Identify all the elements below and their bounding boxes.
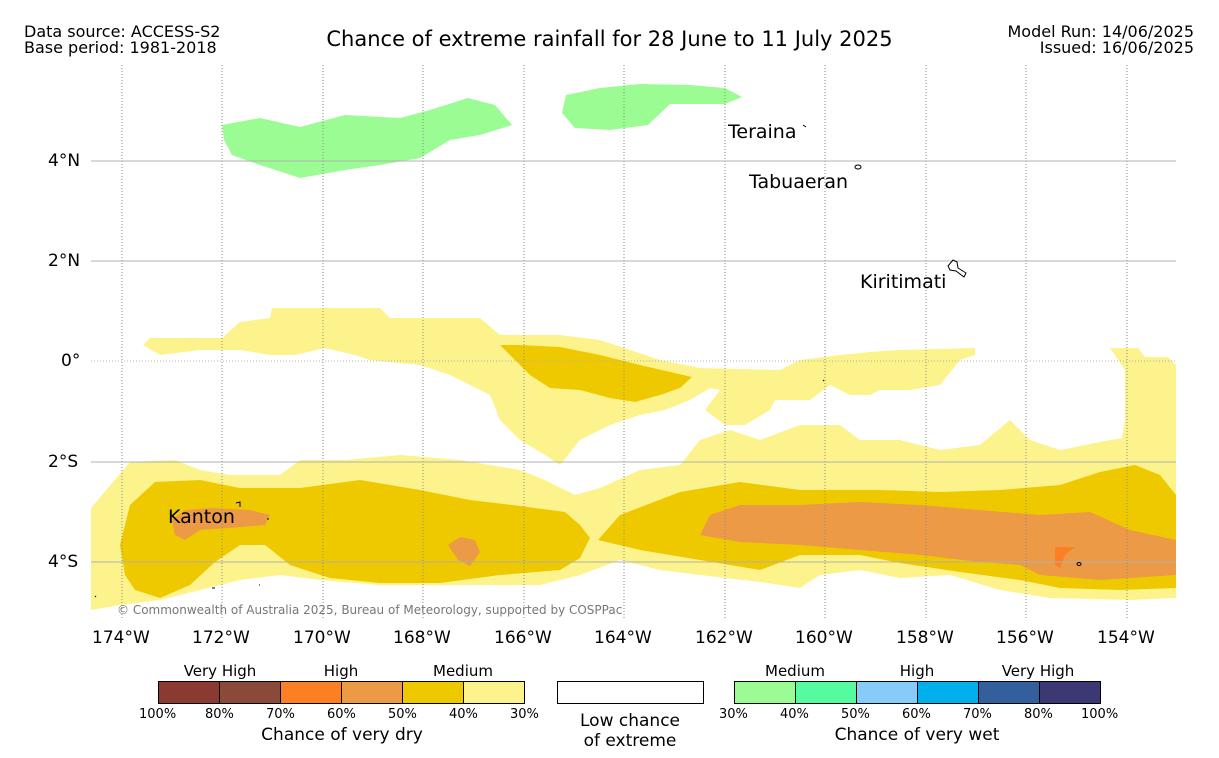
place-label-kanton: Kanton bbox=[168, 506, 235, 528]
legend-dry-group-label: High bbox=[323, 662, 359, 680]
legend-dry-swatch bbox=[280, 681, 342, 704]
legend-dry-group-label: Very High bbox=[183, 662, 257, 680]
legend-wet-pct-label: 40% bbox=[780, 707, 809, 722]
legend-wet-swatch bbox=[795, 681, 857, 704]
legend-dry-pct-label: 30% bbox=[510, 707, 539, 722]
lon-tick-label: 160°W bbox=[795, 628, 853, 648]
place-label-teraina: Teraina bbox=[728, 121, 797, 143]
dry-medium-light-region-east bbox=[1110, 348, 1176, 450]
legend-dry-pct-label: 50% bbox=[388, 707, 417, 722]
copyright-notice: © Commonwealth of Australia 2025, Bureau… bbox=[117, 603, 623, 617]
lat-tick-label: 2°N bbox=[48, 251, 81, 271]
legend-wet-group-label: High bbox=[899, 662, 935, 680]
lon-tick-label: 154°W bbox=[1097, 628, 1155, 648]
lon-tick-label: 164°W bbox=[594, 628, 652, 648]
base-period-text: Base period: 1981-2018 bbox=[24, 38, 217, 57]
legend-wet-group-label: Medium bbox=[765, 662, 825, 680]
lon-tick-label: 166°W bbox=[494, 628, 552, 648]
lon-tick-label: 172°W bbox=[192, 628, 250, 648]
lon-tick-label: 174°W bbox=[92, 628, 150, 648]
legend-wet-swatch bbox=[856, 681, 918, 704]
dry-high-region-mid bbox=[448, 537, 480, 566]
legend-wet-pct-label: 70% bbox=[963, 707, 992, 722]
latitude-gridlines bbox=[91, 160, 1176, 563]
legend-low-chance-line2: of extreme bbox=[583, 731, 677, 751]
legend-dry-pct-label: 80% bbox=[205, 707, 234, 722]
longitude-gridlines bbox=[121, 65, 1128, 618]
legend-dry-pct-label: 70% bbox=[266, 707, 295, 722]
legend-wet-swatch bbox=[734, 681, 796, 704]
legend-dry-swatch bbox=[341, 681, 403, 704]
legend-dry-group-label: Medium bbox=[433, 662, 493, 680]
header-left: Data source: ACCESS-S2 Base period: 1981… bbox=[24, 24, 220, 56]
legend-wet-swatch bbox=[917, 681, 979, 704]
lat-tick-label: 2°S bbox=[48, 452, 79, 472]
dry-medium-region-equator bbox=[500, 345, 692, 402]
dry-high-region-kanton bbox=[172, 508, 270, 540]
lon-tick-label: 158°W bbox=[896, 628, 954, 648]
wet-medium-region-east bbox=[562, 84, 742, 130]
lon-tick-label: 162°W bbox=[695, 628, 753, 648]
kanton-island-outline bbox=[235, 501, 241, 507]
legend-wet-pct-label: 60% bbox=[902, 707, 931, 722]
legend-wet-swatch bbox=[978, 681, 1040, 704]
legend-low-chance-line1: Low chance bbox=[580, 711, 680, 731]
dry-very-high-spot bbox=[1055, 547, 1075, 568]
legend-wet-swatch bbox=[1039, 681, 1101, 704]
tabuaeran-island-outline bbox=[854, 164, 862, 170]
map-title: Chance of extreme rainfall for 28 June t… bbox=[326, 27, 893, 51]
small-island-mark bbox=[94, 379, 825, 598]
legend-dry-title: Chance of very dry bbox=[261, 725, 423, 745]
island-outlines bbox=[94, 124, 1082, 598]
legend-wet-pct-label: 50% bbox=[841, 707, 870, 722]
legend-dry-swatch bbox=[402, 681, 464, 704]
legend-wet-colorbar bbox=[734, 681, 1101, 704]
legend-low-chance-box bbox=[557, 681, 704, 704]
wet-medium-region-west bbox=[222, 98, 512, 178]
legend-wet-group-label: Very High bbox=[1001, 662, 1075, 680]
legend-dry-pct-label: 40% bbox=[449, 707, 478, 722]
model-run-text: Model Run: 14/06/2025 bbox=[1007, 22, 1195, 41]
legend-wet-pct-label: 30% bbox=[719, 707, 748, 722]
lat-tick-label: 0° bbox=[61, 351, 81, 371]
legend-wet-title: Chance of very wet bbox=[834, 725, 1000, 745]
legend-wet-pct-label: 100% bbox=[1081, 707, 1119, 722]
lat-tick-label: 4°S bbox=[48, 552, 79, 572]
kiritimati-island-outline bbox=[947, 259, 967, 278]
place-label-tabuaeran: Tabuaeran bbox=[749, 171, 849, 193]
legend-dry-pct-label: 100% bbox=[139, 707, 177, 722]
place-label-kiritimati: Kiritimati bbox=[860, 271, 947, 293]
lon-tick-label: 168°W bbox=[393, 628, 451, 648]
legend-dry-swatch bbox=[158, 681, 220, 704]
legend-dry-swatch bbox=[219, 681, 281, 704]
teraina-island-outline bbox=[802, 124, 807, 128]
legend-wet-pct-label: 80% bbox=[1024, 707, 1053, 722]
data-source-text: Data source: ACCESS-S2 bbox=[24, 22, 221, 41]
small-island-outline bbox=[1076, 562, 1082, 566]
lon-tick-label: 156°W bbox=[996, 628, 1054, 648]
legend-dry-colorbar bbox=[158, 681, 525, 704]
legend-dry-swatch bbox=[463, 681, 525, 704]
legend-dry-pct-label: 60% bbox=[327, 707, 356, 722]
header-right: Model Run: 14/06/2025 Issued: 16/06/2025 bbox=[1008, 24, 1195, 56]
lat-tick-label: 4°N bbox=[48, 151, 81, 171]
issued-text: Issued: 16/06/2025 bbox=[1039, 38, 1194, 57]
lon-tick-label: 170°W bbox=[293, 628, 351, 648]
